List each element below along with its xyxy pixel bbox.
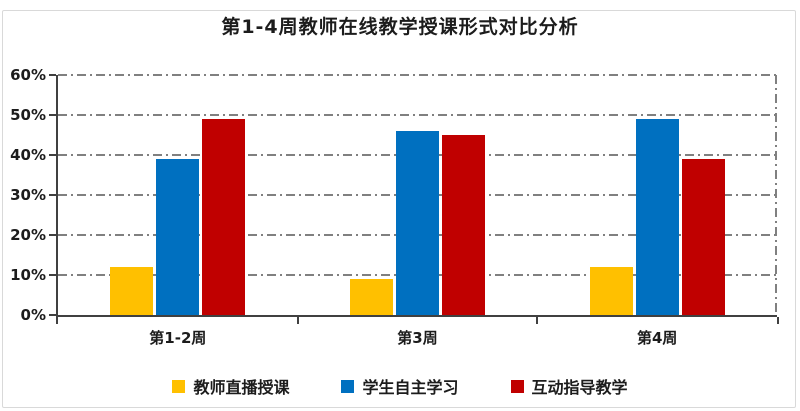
legend-item-互动指导教学: 互动指导教学 [510, 374, 628, 398]
legend-swatch-icon [510, 379, 524, 393]
y-axis-label-0: 0% [20, 306, 46, 324]
legend-label: 教师直播授课 [193, 378, 290, 397]
gridline-60 [58, 74, 777, 76]
chart-border [2, 10, 796, 408]
x-axis-line [56, 315, 777, 317]
chart-title: 第1-4周教师在线教学授课形式对比分析 [221, 16, 579, 38]
legend: 教师直播授课 学生自主学习 互动指导教学 [0, 374, 800, 398]
x-axis-labels: 第1-2周 第3周 第4周 [58, 327, 777, 348]
bar-教师直播授课-第1-2周 [110, 267, 154, 315]
legend-item-教师直播授课: 教师直播授课 [172, 374, 289, 398]
bar-学生自主学习-第3周 [396, 131, 439, 315]
y-axis-line [56, 75, 58, 315]
legend-swatch-icon [172, 379, 186, 393]
bar-学生自主学习-第1-2周 [156, 159, 200, 315]
bar-group-1 [58, 75, 298, 315]
legend-swatch-icon [341, 379, 355, 393]
y-axis-label-50: 50% [10, 106, 46, 124]
bar-group-3 [537, 75, 777, 315]
y-axis-label-10: 10% [10, 266, 46, 284]
legend-item-学生自主学习: 学生自主学习 [341, 374, 459, 398]
x-axis-label-2: 第3周 [397, 329, 438, 347]
y-axis-label-20: 20% [10, 226, 46, 244]
y-tick-0 [49, 314, 56, 316]
bar-互动指导教学-第3周 [442, 135, 485, 315]
y-tick-40 [49, 154, 56, 156]
y-tick-60 [49, 74, 56, 76]
legend-label: 互动指导教学 [531, 378, 628, 397]
x-tick-2 [536, 317, 539, 324]
plot-area: 0% 10% 20% 30% 40% 50% 60% [10, 66, 779, 324]
x-tick-1 [296, 317, 299, 324]
y-tick-20 [49, 234, 56, 236]
bar-教师直播授课-第3周 [350, 279, 393, 315]
bar-groups [58, 75, 777, 315]
x-tick-0 [56, 317, 58, 324]
x-tick-3 [777, 317, 779, 324]
y-tick-50 [49, 114, 56, 116]
bar-互动指导教学-第4周 [681, 159, 725, 315]
y-tick-10 [49, 274, 56, 276]
y-axis-label-60: 60% [10, 66, 46, 84]
x-axis-label-3: 第4周 [636, 329, 678, 347]
gridline-50 [58, 114, 777, 116]
legend-label: 学生自主学习 [362, 378, 459, 397]
y-tick-30 [49, 194, 56, 196]
y-axis-label-30: 30% [10, 186, 46, 204]
y-axis-label-40: 40% [10, 146, 46, 164]
x-axis-label-1: 第1-2周 [149, 329, 207, 347]
bar-学生自主学习-第4周 [635, 119, 679, 315]
bar-教师直播授课-第4周 [589, 267, 633, 315]
bar-互动指导教学-第1-2周 [202, 119, 246, 315]
bar-group-2 [298, 75, 538, 315]
